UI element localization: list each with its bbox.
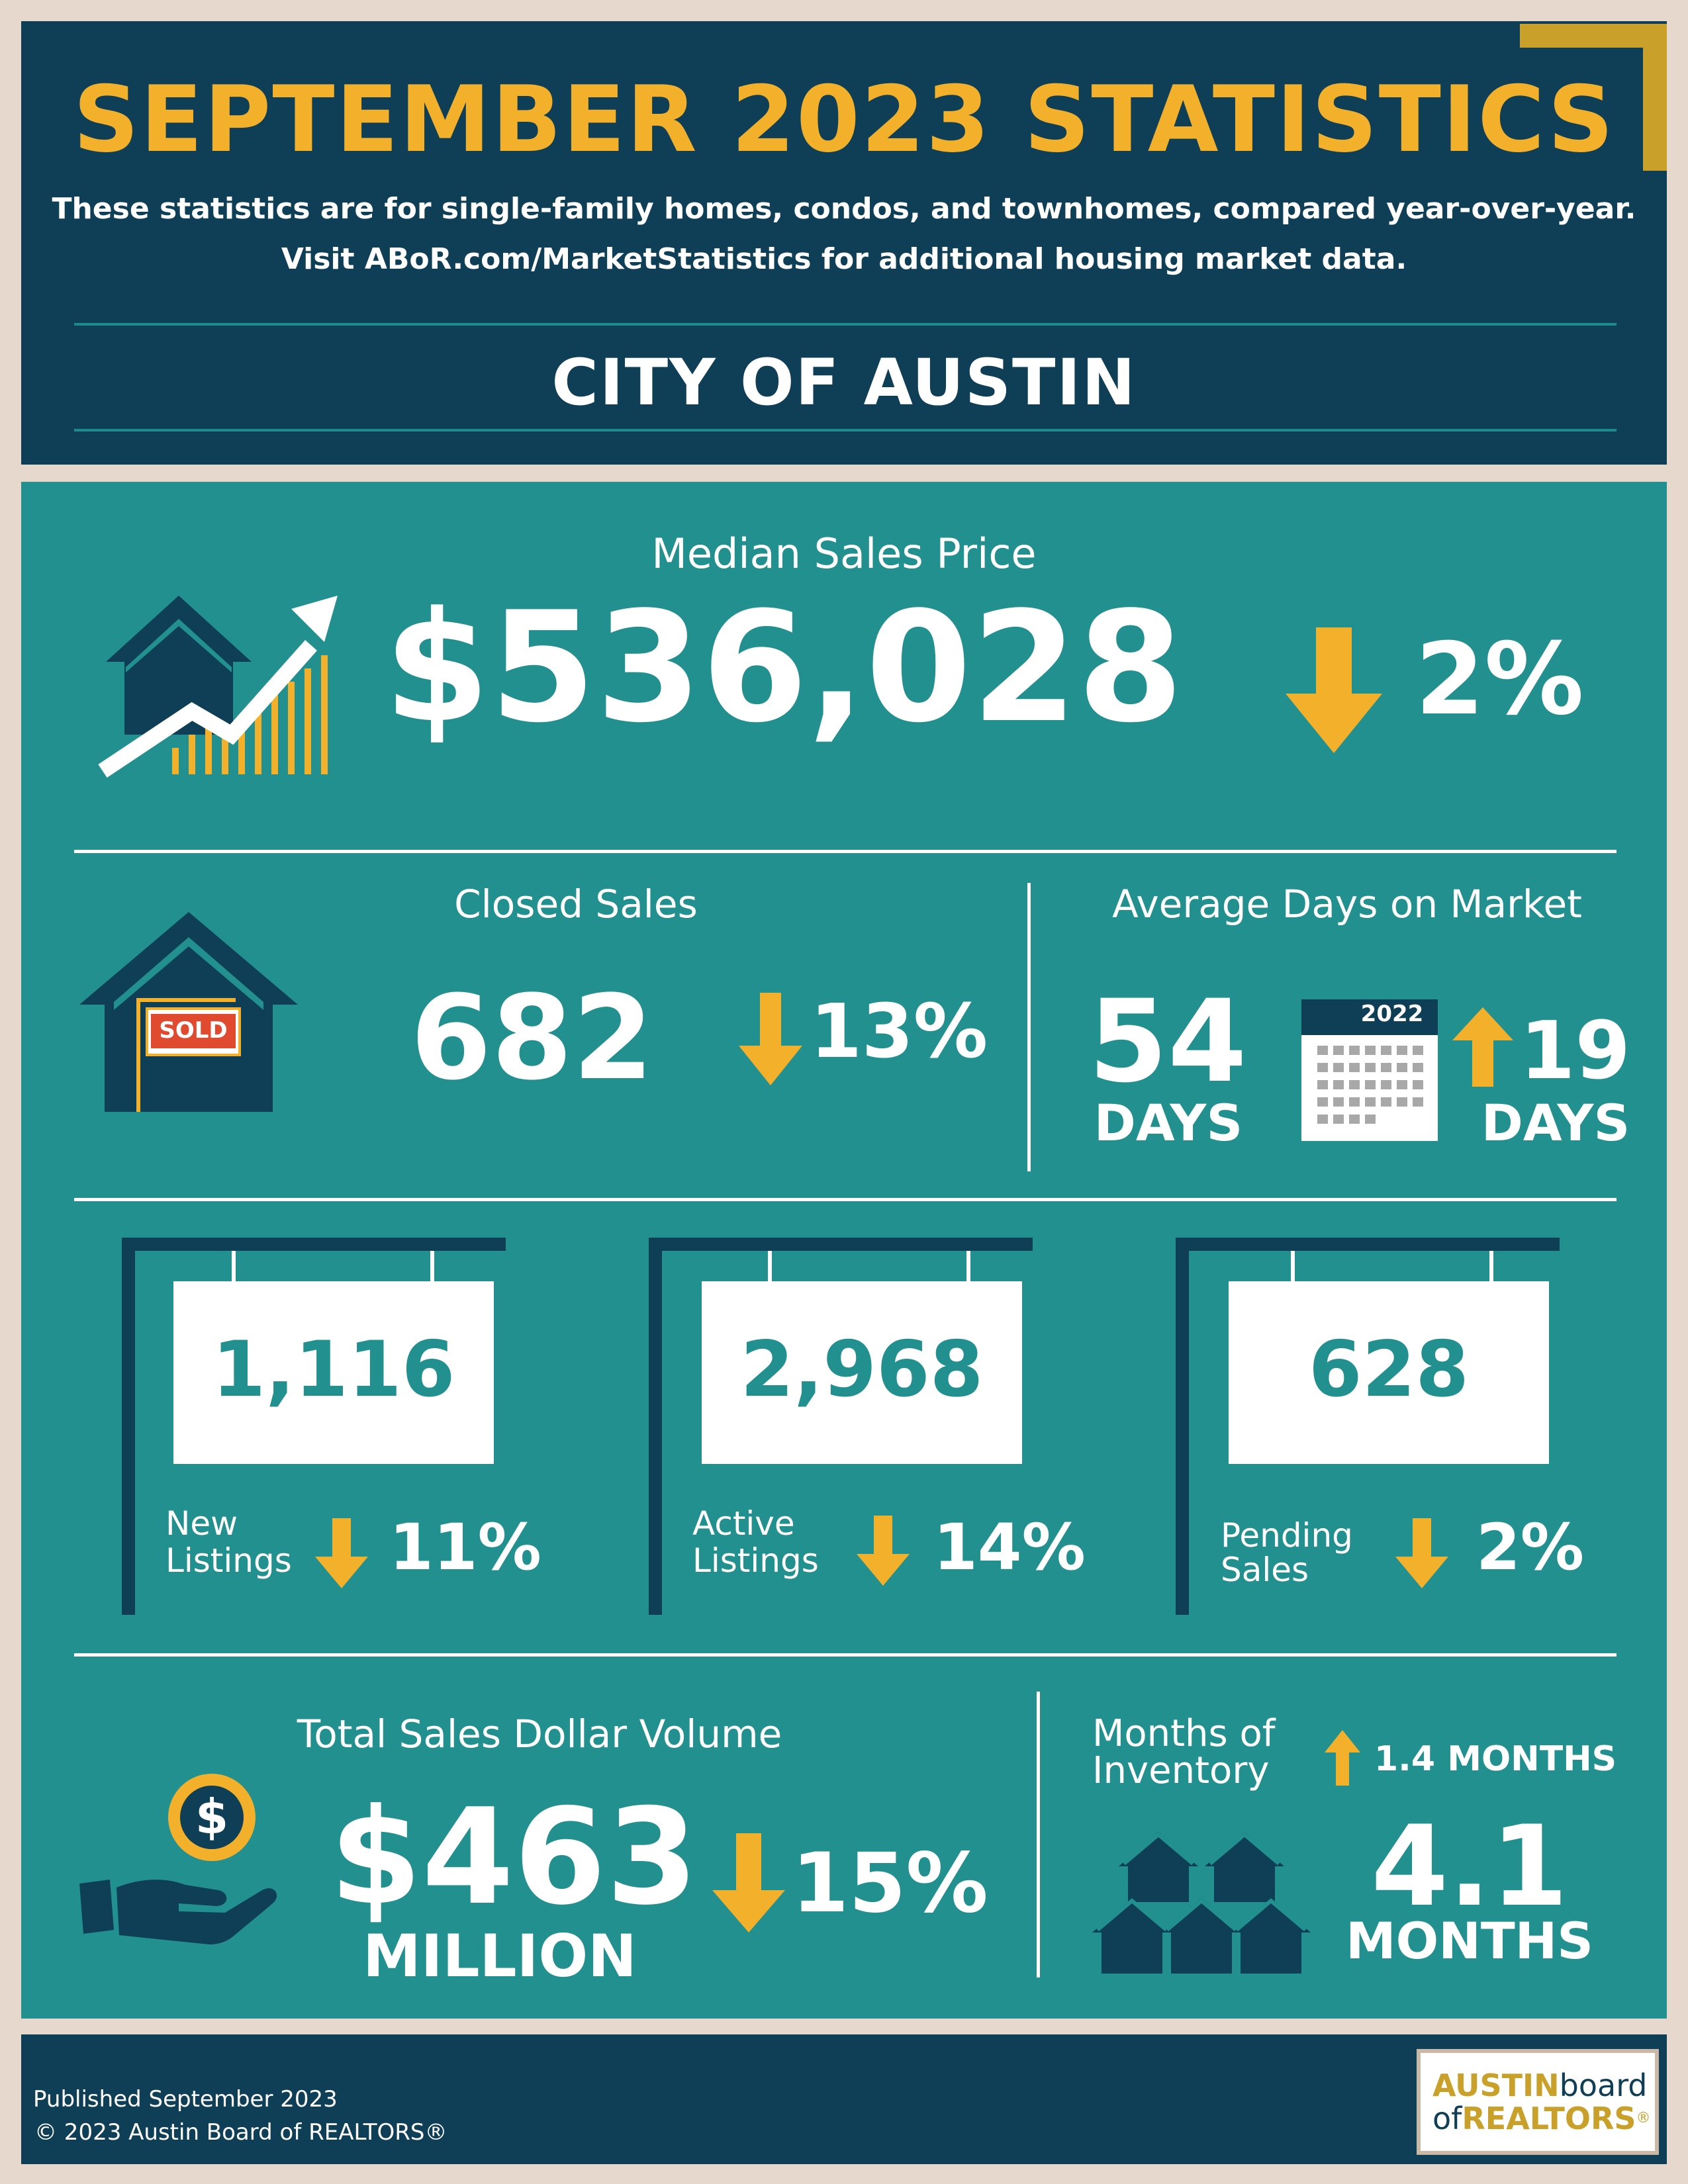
house-growth-chart-icon: [98, 596, 338, 778]
active-listings-label-line1: Active: [692, 1504, 795, 1543]
arrow-down-icon: [1286, 627, 1382, 753]
new-listings-change: 11%: [389, 1510, 541, 1584]
header-divider-top: [74, 323, 1617, 326]
pending-sales-label-line2: Sales: [1221, 1551, 1309, 1589]
new-listings-label-line1: New: [165, 1504, 238, 1543]
active-listings-change: 14%: [933, 1510, 1086, 1584]
header-banner: [21, 21, 1667, 465]
total-volume-label: Total Sales Dollar Volume: [297, 1711, 782, 1756]
arrow-down-icon: [315, 1518, 368, 1588]
section-divider-vertical: [1037, 1692, 1040, 1978]
published-date: Published September 2023: [33, 2086, 338, 2113]
arrow-down-icon: [857, 1516, 910, 1586]
inventory-unit: MONTHS: [1345, 1911, 1594, 1970]
pending-sales-sign: [1229, 1281, 1549, 1464]
arrow-up-icon: [1452, 1007, 1513, 1087]
arrow-up-icon: [1325, 1730, 1360, 1786]
total-volume-unit: MILLION: [363, 1922, 637, 1990]
logo-registered-mark: ®: [1636, 2110, 1651, 2126]
days-on-market-change: 19: [1520, 1005, 1630, 1097]
median-price-value: $536,028: [384, 580, 1184, 756]
section-divider: [74, 850, 1617, 853]
days-on-market-change-unit: DAYS: [1481, 1093, 1630, 1152]
closed-sales-change: 13%: [810, 989, 988, 1075]
section-divider-vertical: [1027, 883, 1031, 1171]
subtitle-line-2: Visit ABoR.com/MarketStatistics for addi…: [281, 242, 1407, 276]
days-on-market-label: Average Days on Market: [1112, 882, 1582, 927]
page-title: SEPTEMBER 2023 STATISTICS: [73, 66, 1615, 173]
svg-text:$: $: [195, 1789, 228, 1844]
money-hand-icon: $: [79, 1774, 277, 1944]
total-volume-change: 15%: [792, 1836, 988, 1931]
inventory-label-line1: Months of: [1092, 1712, 1276, 1755]
closed-sales-label: Closed Sales: [454, 882, 698, 927]
median-price-change: 2%: [1415, 622, 1584, 737]
sign-beam: [649, 1238, 1033, 1251]
sign-post: [649, 1238, 662, 1615]
pending-sales-label-line1: Pending: [1221, 1516, 1353, 1555]
header-divider-bottom: [74, 429, 1617, 432]
inventory-label-line2: Inventory: [1092, 1749, 1270, 1792]
calendar-icon: 2022: [1301, 999, 1438, 1141]
section-divider: [74, 1198, 1617, 1201]
pending-sales-change: 2%: [1476, 1510, 1584, 1584]
active-listings-label-line2: Listings: [692, 1541, 819, 1580]
sold-sign-text: SOLD: [159, 1017, 227, 1044]
inventory-change: 1.4 MONTHS: [1374, 1739, 1617, 1779]
sold-house-icon: SOLD: [79, 912, 298, 1112]
calendar-year: 2022: [1360, 1001, 1424, 1027]
arrow-down-icon: [739, 993, 802, 1085]
active-listings-value: 2,968: [740, 1325, 984, 1414]
corner-bracket-decoration: [1520, 24, 1667, 171]
median-price-label: Median Sales Price: [651, 529, 1037, 578]
austin-board-logo: AUSTINboard ofREALTORS®: [1417, 2049, 1659, 2155]
new-listings-sign: [173, 1281, 494, 1464]
inventory-value: 4.1: [1371, 1801, 1568, 1931]
footer-bar: [21, 2034, 1667, 2164]
days-on-market-unit: DAYS: [1094, 1093, 1243, 1152]
subtitle-line-1: These statistics are for single-family h…: [52, 192, 1636, 226]
logo-board-text: board: [1559, 2068, 1648, 2103]
houses-cluster-icon: [1092, 1832, 1311, 1974]
new-listings-label-line2: Listings: [165, 1541, 292, 1580]
section-divider: [74, 1653, 1617, 1657]
total-volume-value: $463: [330, 1780, 698, 1934]
active-listings-sign: [702, 1281, 1022, 1464]
arrow-down-icon: [1395, 1518, 1448, 1588]
closed-sales-value: 682: [410, 970, 654, 1106]
new-listings-value: 1,116: [212, 1325, 455, 1414]
logo-of-text: of: [1432, 2101, 1462, 2136]
days-on-market-value: 54: [1088, 975, 1247, 1108]
arrow-down-icon: [712, 1833, 785, 1933]
copyright-text: © 2023 Austin Board of REALTORS®: [34, 2119, 447, 2146]
sign-beam: [1176, 1238, 1560, 1251]
logo-austin-text: AUSTIN: [1432, 2068, 1560, 2103]
sign-beam: [122, 1238, 506, 1251]
pending-sales-value: 628: [1308, 1325, 1470, 1414]
sign-post: [122, 1238, 135, 1615]
sign-post: [1176, 1238, 1189, 1615]
logo-realtors-text: REALTORS: [1462, 2101, 1636, 2136]
city-title: CITY OF AUSTIN: [551, 345, 1137, 420]
